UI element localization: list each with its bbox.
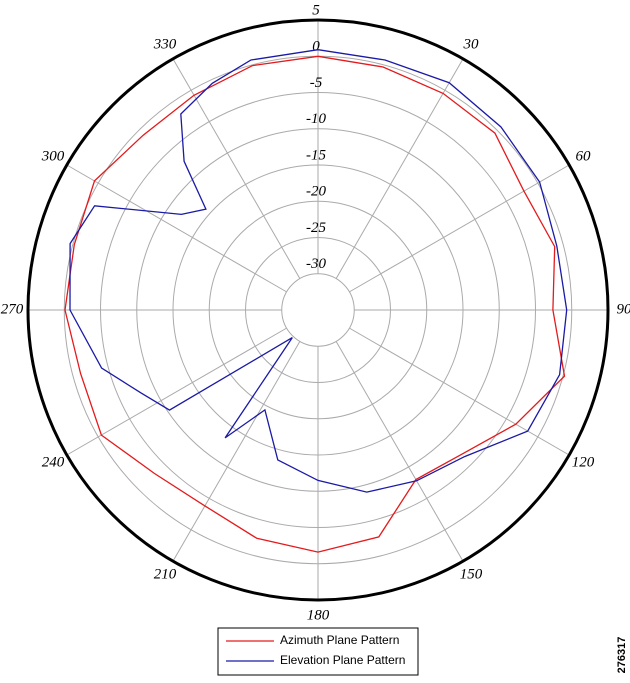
figure-id: 276317 xyxy=(616,637,628,674)
spoke xyxy=(349,164,570,293)
angle-label: 180 xyxy=(307,607,330,623)
r-tick-label: 0 xyxy=(312,39,320,55)
grid-ring xyxy=(172,164,464,456)
spoke xyxy=(335,341,464,562)
grid-ring xyxy=(63,55,573,565)
grid-ring xyxy=(281,273,355,347)
legend-label: Azimuth Plane Pattern xyxy=(280,633,399,647)
grid-ring xyxy=(136,128,500,492)
r-tick-label: -10 xyxy=(306,111,326,127)
angle-label: 90 xyxy=(617,301,630,317)
spoke xyxy=(349,327,570,456)
angle-label: 120 xyxy=(572,454,595,470)
angle-label: 60 xyxy=(576,148,592,164)
angle-label: 270 xyxy=(1,301,24,317)
angle-label: 240 xyxy=(42,454,65,470)
grid-ring xyxy=(245,237,391,383)
r-tick-label: -25 xyxy=(306,220,326,236)
grid-ring xyxy=(100,92,536,528)
pattern-line xyxy=(69,49,568,493)
r-tick-label: -15 xyxy=(306,147,326,163)
legend-box xyxy=(217,627,419,676)
outer-ring xyxy=(26,18,610,602)
angle-label: 150 xyxy=(460,566,483,582)
spoke xyxy=(335,58,464,279)
r-tick-label: -30 xyxy=(306,256,326,272)
spoke xyxy=(66,327,287,456)
spoke xyxy=(172,58,301,279)
pattern-line xyxy=(64,55,566,553)
r-tick-label: -5 xyxy=(310,75,323,91)
spoke xyxy=(172,341,301,562)
spoke xyxy=(66,164,287,293)
grid-ring xyxy=(208,200,428,420)
angle-label: 30 xyxy=(463,36,480,52)
angle-label: 330 xyxy=(153,36,177,52)
angle-label: 210 xyxy=(154,566,177,582)
angle-label: 300 xyxy=(41,148,65,164)
r-tick-label: 5 xyxy=(312,2,320,18)
legend-label: Elevation Plane Pattern xyxy=(280,653,405,667)
r-tick-label: -20 xyxy=(306,184,326,200)
